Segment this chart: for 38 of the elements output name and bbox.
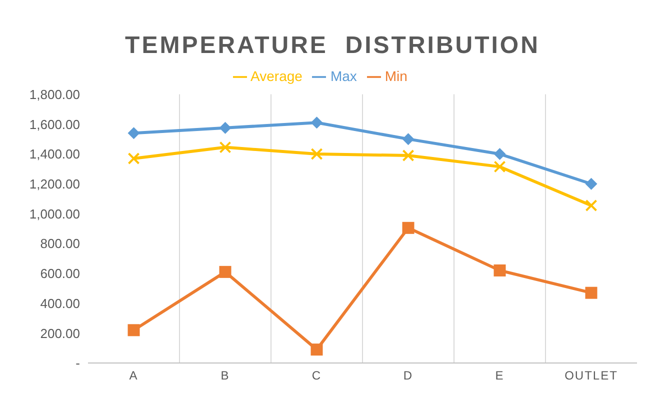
x-tick-label: D — [403, 368, 414, 383]
point — [219, 266, 232, 278]
point — [310, 148, 323, 160]
point — [402, 150, 414, 162]
x-tick-label: OUTLET — [564, 368, 618, 383]
y-tick-label: 1,600.00 — [29, 116, 80, 132]
point — [585, 286, 598, 299]
y-tick-label: 600.00 — [40, 266, 80, 282]
y-tick-label: 1,000.00 — [29, 206, 80, 222]
point — [219, 122, 232, 134]
point — [402, 133, 414, 146]
point — [402, 222, 414, 234]
chart-title: TEMPERATURE DISTRIBUTION — [124, 31, 541, 61]
point — [128, 324, 140, 336]
point — [219, 141, 232, 154]
x-tick-label: A — [129, 368, 138, 383]
x-tick-label: E — [495, 368, 504, 383]
legend-label: Average — [250, 68, 302, 84]
y-tick-label: - — [76, 356, 80, 371]
legend-label: Min — [384, 68, 408, 84]
point — [494, 148, 506, 160]
point — [494, 160, 506, 173]
point — [585, 178, 598, 190]
y-tick-label: 800.00 — [40, 236, 80, 252]
point — [128, 152, 140, 164]
y-tick-label: 1,200.00 — [29, 176, 80, 192]
y-tick-label: 200.00 — [40, 326, 80, 341]
point — [585, 200, 598, 212]
point — [128, 127, 140, 140]
point — [310, 344, 323, 356]
point — [494, 264, 506, 276]
y-tick-label: 400.00 — [40, 296, 80, 311]
x-tick-label: C — [312, 368, 322, 383]
x-tick-label: B — [220, 368, 230, 383]
y-tick-label: 1,400.00 — [29, 146, 80, 162]
point — [310, 116, 323, 129]
y-tick-label: 1,800.00 — [29, 86, 80, 102]
legend-label: Max — [330, 68, 357, 84]
